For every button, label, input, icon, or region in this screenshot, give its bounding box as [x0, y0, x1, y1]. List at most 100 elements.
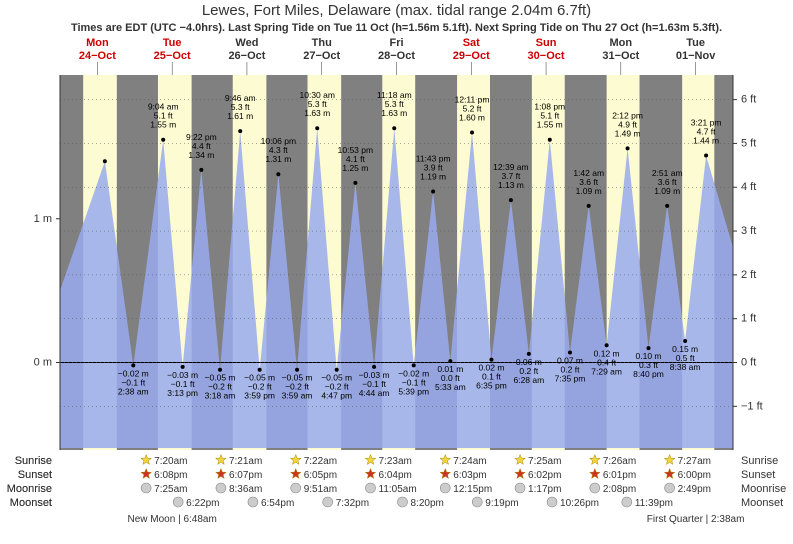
svg-text:First Quarter | 2:38am: First Quarter | 2:38am [647, 514, 745, 525]
svg-text:Moonset: Moonset [741, 497, 783, 509]
svg-text:6:54pm: 6:54pm [261, 498, 294, 509]
svg-text:Moonrise: Moonrise [741, 483, 786, 495]
svg-text:3:59 pm: 3:59 pm [244, 391, 275, 401]
svg-text:1.55 m: 1.55 m [150, 120, 176, 130]
svg-text:Sat: Sat [463, 37, 480, 49]
svg-text:10:26pm: 10:26pm [560, 498, 599, 509]
svg-text:8:20pm: 8:20pm [411, 498, 444, 509]
chart-subtitle: Times are EDT (UTC −4.0hrs). Last Spring… [0, 22, 793, 34]
svg-text:29−Oct: 29−Oct [453, 50, 490, 62]
svg-text:1.55 m: 1.55 m [537, 120, 563, 130]
svg-text:Wed: Wed [235, 37, 258, 49]
svg-text:4:44 am: 4:44 am [359, 388, 390, 398]
svg-text:6:01pm: 6:01pm [603, 470, 636, 481]
svg-text:7:22am: 7:22am [304, 456, 337, 467]
svg-text:4 ft: 4 ft [741, 181, 756, 193]
svg-text:Tue: Tue [163, 37, 182, 49]
svg-text:1.34 m: 1.34 m [188, 150, 214, 160]
svg-text:9:19pm: 9:19pm [485, 498, 518, 509]
svg-text:7:21am: 7:21am [229, 456, 262, 467]
svg-text:1.13 m: 1.13 m [498, 180, 524, 190]
svg-text:7:20am: 7:20am [154, 456, 187, 467]
svg-text:27−Oct: 27−Oct [303, 50, 340, 62]
svg-text:1 m: 1 m [34, 213, 52, 225]
svg-text:6:04pm: 6:04pm [379, 470, 412, 481]
svg-text:8:38 am: 8:38 am [670, 362, 701, 372]
svg-text:1.63 m: 1.63 m [304, 108, 330, 118]
svg-text:Mon: Mon [86, 37, 109, 49]
svg-text:5:33 am: 5:33 am [435, 382, 466, 392]
svg-text:3:18 am: 3:18 am [205, 391, 236, 401]
svg-text:1 ft: 1 ft [741, 313, 756, 325]
svg-text:1:17pm: 1:17pm [528, 484, 561, 495]
svg-text:12:15pm: 12:15pm [453, 484, 492, 495]
svg-text:6:08pm: 6:08pm [154, 470, 187, 481]
svg-text:7:27am: 7:27am [678, 456, 711, 467]
tide-plot: 0 m1 m−1 ft0 ft1 ft2 ft3 ft4 ft5 ft6 ftM… [0, 0, 793, 539]
svg-text:0 ft: 0 ft [741, 357, 756, 369]
svg-text:Sunrise: Sunrise [15, 455, 52, 467]
svg-text:1.49 m: 1.49 m [615, 128, 641, 138]
svg-text:5:39 pm: 5:39 pm [398, 386, 429, 396]
svg-text:31−Oct: 31−Oct [602, 50, 639, 62]
svg-text:7:25am: 7:25am [528, 456, 561, 467]
svg-text:1.09 m: 1.09 m [576, 186, 602, 196]
svg-text:2:38 am: 2:38 am [118, 386, 149, 396]
svg-text:Sunset: Sunset [18, 469, 52, 481]
svg-text:7:29 am: 7:29 am [591, 366, 622, 376]
svg-text:7:25am: 7:25am [154, 484, 187, 495]
svg-text:8:36am: 8:36am [229, 484, 262, 495]
svg-text:0 m: 0 m [34, 357, 52, 369]
svg-text:1.60 m: 1.60 m [459, 113, 485, 123]
svg-text:7:24am: 7:24am [453, 456, 486, 467]
svg-text:11:39pm: 11:39pm [635, 498, 673, 509]
svg-text:26−Oct: 26−Oct [228, 50, 265, 62]
tide-chart-container: Lewes, Fort Miles, Delaware (max. tidal … [0, 0, 793, 539]
svg-text:Sun: Sun [536, 37, 557, 49]
svg-text:30−Oct: 30−Oct [528, 50, 565, 62]
svg-text:7:26am: 7:26am [603, 456, 636, 467]
svg-text:6:07pm: 6:07pm [229, 470, 262, 481]
svg-text:1.25 m: 1.25 m [342, 163, 368, 173]
svg-text:11:05am: 11:05am [379, 484, 417, 495]
svg-text:New Moon | 6:48am: New Moon | 6:48am [128, 514, 217, 525]
svg-text:1.63 m: 1.63 m [381, 108, 407, 118]
svg-text:Mon: Mon [610, 37, 633, 49]
svg-text:Tue: Tue [686, 37, 705, 49]
svg-text:6:00pm: 6:00pm [678, 470, 711, 481]
svg-text:5 ft: 5 ft [741, 137, 756, 149]
svg-text:Moonset: Moonset [10, 497, 52, 509]
svg-text:2:49pm: 2:49pm [678, 484, 711, 495]
svg-text:7:23am: 7:23am [379, 456, 412, 467]
svg-text:7:35 pm: 7:35 pm [555, 373, 586, 383]
svg-text:6:28 am: 6:28 am [513, 375, 544, 385]
svg-text:1.19 m: 1.19 m [420, 171, 446, 181]
svg-text:1.61 m: 1.61 m [227, 111, 253, 121]
svg-text:Sunset: Sunset [741, 469, 775, 481]
svg-text:24−Oct: 24−Oct [79, 50, 116, 62]
svg-text:6:03pm: 6:03pm [453, 470, 486, 481]
svg-text:6:35 pm: 6:35 pm [476, 381, 507, 391]
svg-text:9:51am: 9:51am [304, 484, 337, 495]
svg-text:6:02pm: 6:02pm [528, 470, 561, 481]
svg-text:Thu: Thu [312, 37, 332, 49]
svg-text:6 ft: 6 ft [741, 94, 756, 106]
svg-text:6:05pm: 6:05pm [304, 470, 337, 481]
chart-title: Lewes, Fort Miles, Delaware (max. tidal … [0, 2, 793, 19]
svg-text:7:32pm: 7:32pm [336, 498, 369, 509]
svg-text:1.31 m: 1.31 m [265, 154, 291, 164]
svg-text:3:59 am: 3:59 am [282, 391, 313, 401]
svg-text:28−Oct: 28−Oct [378, 50, 415, 62]
svg-text:1.09 m: 1.09 m [654, 186, 680, 196]
svg-text:8:40 pm: 8:40 pm [633, 369, 664, 379]
svg-text:1.44 m: 1.44 m [693, 136, 719, 146]
svg-text:3:13 pm: 3:13 pm [167, 388, 198, 398]
svg-text:2:08pm: 2:08pm [603, 484, 636, 495]
svg-text:2 ft: 2 ft [741, 269, 756, 281]
svg-text:−1 ft: −1 ft [741, 400, 763, 412]
svg-text:6:22pm: 6:22pm [186, 498, 219, 509]
svg-text:Fri: Fri [389, 37, 403, 49]
svg-text:01−Nov: 01−Nov [676, 50, 716, 62]
svg-text:4:47 pm: 4:47 pm [321, 391, 352, 401]
svg-text:Moonrise: Moonrise [7, 483, 52, 495]
